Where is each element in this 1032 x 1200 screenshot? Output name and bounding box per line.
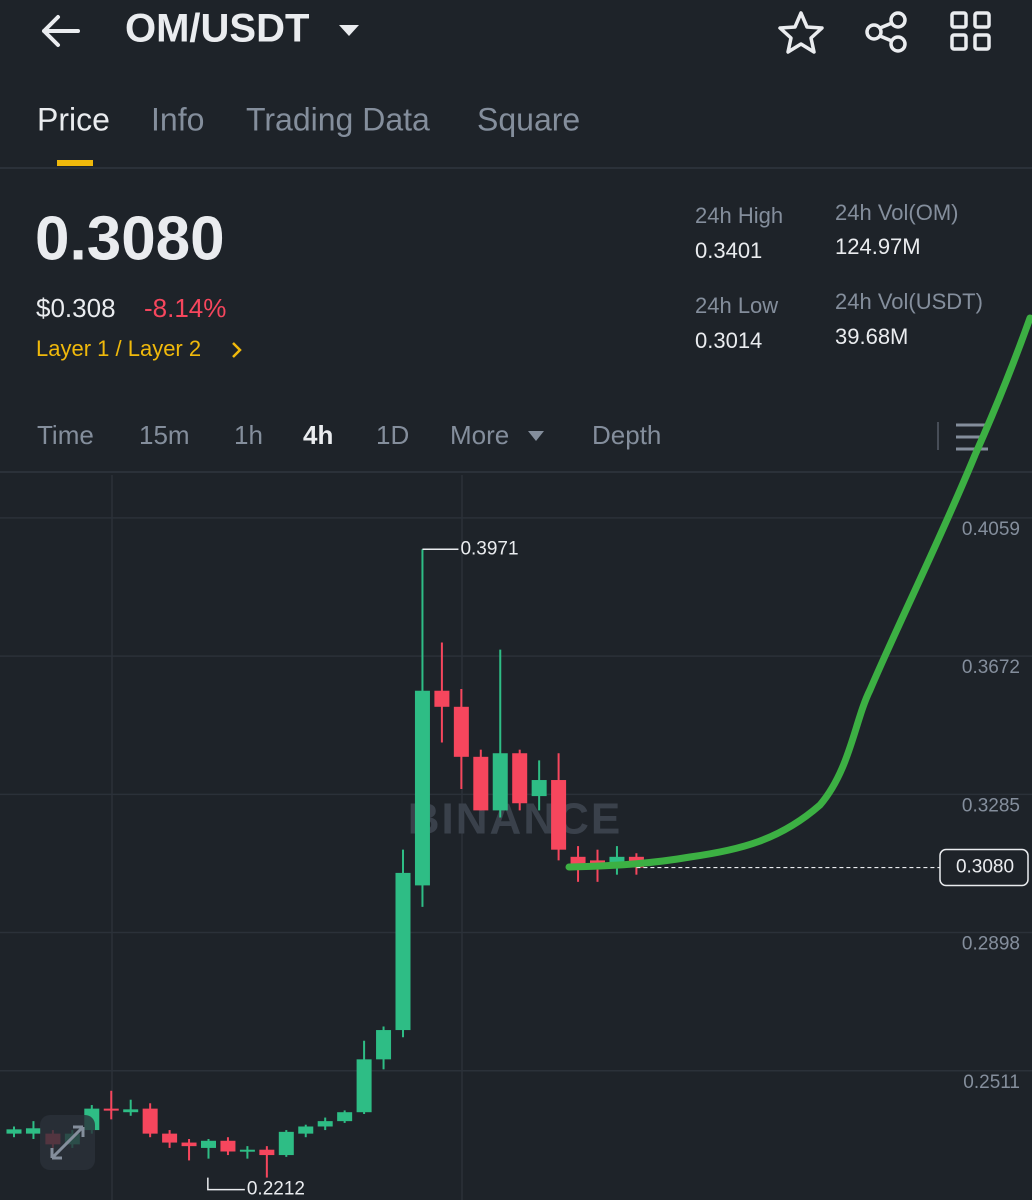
y-tick-label: 0.3285: [962, 795, 1020, 816]
stat-value: 39.68M: [835, 324, 908, 349]
low-label: 0.2212: [247, 1179, 305, 1200]
sector-tag[interactable]: Layer 1 / Layer 2: [36, 336, 201, 361]
candle-body: [376, 1030, 392, 1060]
sector-chevron: [232, 342, 242, 358]
candle-body: [434, 690, 450, 707]
candle-body: [142, 1108, 158, 1134]
candle-body: [6, 1129, 22, 1134]
last-price-label: 0.3080: [956, 857, 1014, 878]
back-button[interactable]: [42, 15, 80, 47]
stat-label: 24h Low: [695, 293, 778, 318]
candle-body: [298, 1126, 314, 1134]
back-icon: [42, 15, 80, 47]
fiat-price: $0.308: [36, 293, 116, 323]
share-node: [889, 35, 907, 53]
high-label: 0.3971: [460, 538, 518, 559]
candle-body: [239, 1149, 255, 1152]
interval[interactable]: Time: [37, 420, 94, 450]
tab-indicator: [57, 160, 93, 166]
interval[interactable]: Depth: [592, 420, 661, 450]
candle-body: [590, 860, 605, 864]
stat-value: 0.3401: [695, 238, 762, 263]
interval[interactable]: 1D: [376, 420, 409, 450]
candle-body: [356, 1059, 372, 1113]
candle-body: [395, 872, 411, 1031]
price-change: -8.14%: [144, 293, 226, 323]
tab-active[interactable]: Price: [37, 101, 110, 137]
stat-value: 124.97M: [835, 234, 921, 259]
interval[interactable]: 15m: [139, 420, 190, 450]
last-price: 0.3080: [35, 204, 225, 273]
candle-body: [570, 856, 586, 864]
y-tick-label: 0.2511: [963, 1072, 1020, 1093]
y-tick-label: 0.2898: [962, 934, 1020, 955]
candle-body: [220, 1140, 236, 1152]
candle-body: [201, 1140, 216, 1148]
share-node: [865, 23, 883, 41]
candle-body: [531, 780, 547, 797]
stat-label: 24h High: [695, 203, 783, 228]
last-price-box: [939, 848, 1029, 887]
candle-body: [551, 780, 567, 850]
settings-icon[interactable]: [956, 423, 988, 451]
candle-body: [609, 856, 625, 864]
tab[interactable]: Square: [477, 101, 580, 137]
stat-label: 24h Vol(USDT): [835, 289, 983, 314]
fullscreen-icon: [50, 1125, 85, 1160]
low-label-line: [207, 1177, 245, 1191]
grid-menu-icon[interactable]: [950, 11, 991, 51]
share-links: [879, 21, 893, 43]
interval[interactable]: More: [450, 420, 509, 450]
candle-body: [414, 690, 430, 886]
y-tick-label: 0.4059: [962, 519, 1020, 540]
candle-body: [259, 1149, 275, 1156]
stat-value: 0.3014: [695, 328, 762, 353]
share-node: [889, 11, 907, 29]
candle-body: [162, 1133, 178, 1143]
candle-body: [317, 1121, 333, 1127]
menu-cell: [973, 33, 991, 51]
tab[interactable]: Trading Data: [246, 101, 430, 137]
share-icon[interactable]: [865, 11, 907, 53]
candle-body: [25, 1128, 41, 1134]
interval-active[interactable]: 4h: [303, 420, 333, 450]
candle-body: [103, 1108, 119, 1111]
candle-body: [181, 1142, 197, 1147]
y-tick-label: 0.3672: [962, 657, 1020, 678]
tab[interactable]: Info: [151, 101, 204, 137]
candle-body: [453, 706, 469, 757]
favorite-icon[interactable]: [778, 11, 824, 54]
candle-body: [123, 1109, 139, 1113]
candle-body: [512, 753, 528, 804]
hand-drawn-line: [565, 314, 1032, 871]
candle-body: [337, 1112, 353, 1122]
menu-cell: [950, 11, 968, 29]
menu-cell: [973, 11, 991, 29]
candle-body: [278, 1131, 294, 1156]
candle-body: [492, 753, 508, 811]
pair-title[interactable]: OM/USDT: [125, 7, 309, 51]
stat-label: 24h Vol(OM): [835, 200, 959, 225]
more-dropdown[interactable]: [528, 431, 544, 441]
pair-dropdown[interactable]: [339, 25, 359, 36]
menu-cell: [950, 33, 968, 51]
interval[interactable]: 1h: [234, 420, 263, 450]
candle-body: [473, 756, 489, 811]
